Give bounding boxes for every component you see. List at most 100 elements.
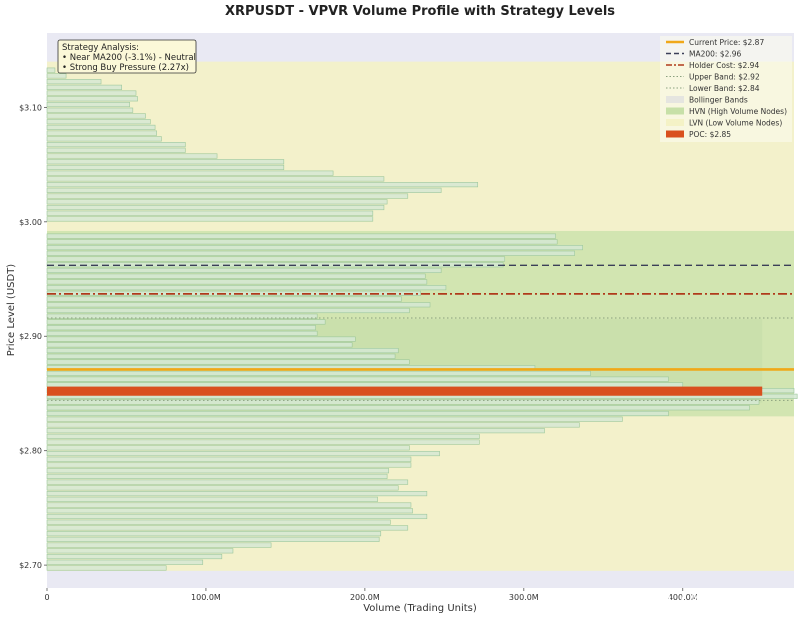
legend-swatch-bollinger bbox=[666, 96, 684, 103]
volume-bar bbox=[46, 101, 130, 108]
volume-bar bbox=[46, 485, 399, 491]
volume-bar bbox=[46, 67, 56, 73]
volume-bar bbox=[46, 199, 388, 205]
volume-bar bbox=[46, 124, 156, 130]
volume-bar bbox=[46, 399, 760, 405]
legend-label-lvn: LVN (Low Volume Nodes) bbox=[689, 119, 782, 128]
volume-bar bbox=[46, 279, 428, 285]
volume-bar bbox=[46, 370, 591, 376]
volume-bar bbox=[46, 336, 356, 342]
volume-bar bbox=[46, 285, 447, 291]
volume-bar bbox=[46, 130, 157, 136]
volume-bar bbox=[46, 267, 442, 274]
volume-bar bbox=[46, 273, 426, 279]
volume-bar bbox=[46, 353, 396, 359]
volume-bar bbox=[46, 347, 399, 354]
legend-label-hvn: HVN (High Volume Nodes) bbox=[689, 107, 787, 116]
volume-bar bbox=[46, 525, 409, 531]
volume-bar bbox=[46, 382, 684, 388]
annotation-line-2: • Strong Buy Pressure (2.27x) bbox=[62, 63, 189, 73]
volume-bar bbox=[46, 531, 382, 537]
volume-bar bbox=[46, 565, 167, 571]
y-tick-label: $2.90 bbox=[19, 332, 42, 341]
legend-label-holder: Holder Cost: $2.94 bbox=[689, 61, 759, 70]
volume-bar bbox=[46, 553, 223, 560]
x-tick-label: 0 bbox=[44, 593, 49, 602]
level-lines bbox=[47, 264, 794, 401]
y-tick-label: $3.10 bbox=[19, 103, 42, 112]
volume-bar bbox=[46, 433, 480, 439]
watermark-text: AI 看盘 bbox=[690, 588, 730, 603]
volume-bar bbox=[46, 325, 316, 331]
x-tick-label: 300.0M bbox=[509, 593, 539, 602]
volume-bar bbox=[46, 256, 506, 262]
legend-label-bollinger: Bollinger Bands bbox=[689, 96, 748, 105]
volume-bar bbox=[46, 193, 409, 199]
volume-bar bbox=[46, 159, 285, 165]
volume-bar bbox=[46, 216, 374, 222]
volume-bar bbox=[46, 176, 385, 182]
volume-bar bbox=[46, 302, 431, 308]
volume-bar bbox=[46, 405, 750, 411]
volume-bar bbox=[46, 250, 575, 256]
volume-bar bbox=[46, 79, 102, 85]
volume-bar bbox=[46, 428, 545, 434]
volume-bar bbox=[46, 342, 353, 348]
poc-bar bbox=[47, 386, 763, 396]
volume-bar bbox=[46, 313, 318, 319]
volume-bar bbox=[46, 96, 138, 102]
volume-bar bbox=[46, 548, 234, 554]
volume-bar bbox=[46, 450, 440, 457]
volume-bar bbox=[46, 502, 412, 508]
x-tick-label: 100.0M bbox=[191, 593, 221, 602]
volume-bar bbox=[46, 519, 391, 525]
volume-bar bbox=[46, 330, 318, 336]
volume-bar bbox=[46, 153, 218, 159]
strategy-annotation: Strategy Analysis: • Near MA200 (-3.1%) … bbox=[57, 39, 197, 74]
volume-bar bbox=[46, 210, 374, 216]
volume-bar bbox=[46, 239, 558, 245]
volume-bar bbox=[46, 107, 134, 113]
x-tick-label: 200.0M bbox=[350, 593, 380, 602]
volume-bar bbox=[46, 416, 623, 422]
chart-title: XRPUSDT - VPVR Volume Profile with Strat… bbox=[225, 4, 615, 19]
volume-bar bbox=[46, 142, 186, 148]
watermark: AI 看盘 bbox=[668, 588, 730, 604]
annotation-line-1: • Near MA200 (-3.1%) - Neutral bbox=[62, 53, 196, 63]
volume-bar bbox=[46, 462, 412, 468]
volume-bar bbox=[46, 559, 204, 565]
volume-bar bbox=[46, 119, 151, 125]
x-axis-label: Volume (Trading Units) bbox=[363, 603, 477, 614]
legend-swatch-hvn bbox=[666, 107, 684, 115]
volume-bar bbox=[46, 136, 162, 142]
volume-bar bbox=[46, 456, 412, 462]
volume-bar bbox=[46, 113, 146, 119]
volume-bar bbox=[46, 473, 388, 479]
legend-label-ma200: MA200: $2.96 bbox=[689, 50, 742, 59]
volume-bars bbox=[46, 67, 798, 571]
volume-bar bbox=[46, 422, 580, 428]
legend-swatch-poc bbox=[666, 130, 684, 138]
annotation-box bbox=[57, 39, 197, 74]
volume-bar bbox=[46, 542, 272, 548]
volume-bar bbox=[46, 245, 583, 251]
legend-label-poc: POC: $2.85 bbox=[689, 130, 731, 139]
y-tick-label: $3.00 bbox=[19, 218, 42, 227]
volume-bar bbox=[46, 359, 410, 365]
volume-bar bbox=[46, 233, 556, 239]
volume-bar bbox=[46, 479, 409, 485]
volume-bar bbox=[46, 296, 402, 302]
volume-bar bbox=[46, 182, 479, 188]
volume-bar bbox=[46, 496, 378, 502]
volume-bar bbox=[46, 468, 390, 474]
volume-bar bbox=[46, 319, 326, 325]
volume-bar bbox=[46, 491, 428, 497]
y-axis-label: Price Level (USDT) bbox=[6, 264, 17, 357]
legend: Current Price: $2.87 MA200: $2.96 Holder C… bbox=[660, 36, 792, 142]
legend-label-lower: Lower Band: $2.84 bbox=[689, 84, 760, 93]
y-tick-label: $2.70 bbox=[19, 561, 42, 570]
volume-bar bbox=[46, 445, 410, 451]
volume-bar bbox=[46, 513, 428, 520]
legend-swatch-lvn bbox=[666, 119, 684, 126]
volume-bar bbox=[46, 204, 385, 211]
